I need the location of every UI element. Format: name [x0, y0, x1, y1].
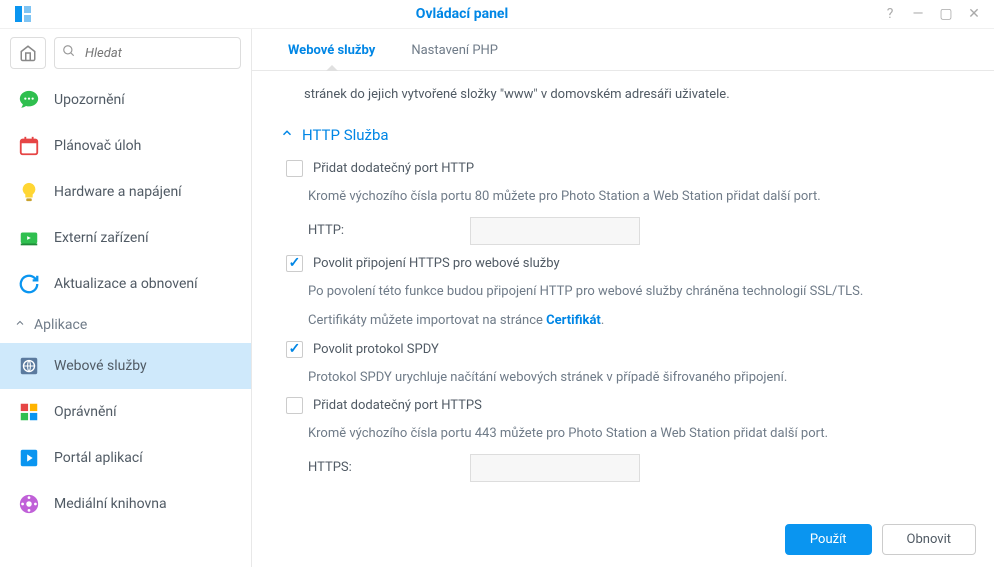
sidebar-item-notifications[interactable]: Upozornění	[0, 77, 251, 123]
checkbox-http-port[interactable]	[286, 160, 303, 177]
checkbox-label: Přidat dodatečný port HTTP	[313, 161, 474, 176]
sidebar-section-label: Aplikace	[34, 317, 87, 333]
portal-icon	[18, 447, 40, 469]
window-title: Ovládací panel	[42, 6, 882, 22]
certificate-link[interactable]: Certifikát	[546, 313, 601, 328]
https-port-input[interactable]	[470, 454, 640, 482]
sidebar-item-label: Upozornění	[54, 92, 125, 108]
device-icon	[18, 227, 40, 249]
reset-button[interactable]: Obnovit	[882, 524, 976, 555]
https-field-label: HTTPS:	[308, 460, 454, 475]
search-icon	[62, 44, 76, 62]
apply-button[interactable]: Použít	[785, 524, 872, 555]
media-icon	[18, 493, 40, 515]
bulb-icon	[18, 181, 40, 203]
checkbox-label: Povolit připojení HTTPS pro webové služb…	[313, 256, 560, 271]
https-port-desc: Kromě výchozího čísla portu 443 můžete p…	[308, 424, 966, 444]
search-input[interactable]	[54, 37, 241, 69]
checkbox-https-port[interactable]	[286, 397, 303, 414]
calendar-icon	[18, 135, 40, 157]
sidebar-item-permissions[interactable]: Oprávnění	[0, 389, 251, 435]
sidebar-item-update[interactable]: Aktualizace a obnovení	[0, 261, 251, 307]
http-port-desc: Kromě výchozího čísla portu 80 můžete pr…	[308, 187, 966, 207]
tab-web-services[interactable]: Webové služby	[270, 29, 393, 70]
content-area: Webové služby Nastavení PHP stránek do j…	[252, 29, 994, 567]
app-icon	[12, 3, 34, 25]
checkbox-label: Přidat dodatečný port HTTPS	[313, 398, 482, 413]
sidebar-item-scheduler[interactable]: Plánovač úloh	[0, 123, 251, 169]
speech-bubble-icon	[18, 89, 40, 111]
tab-php-settings[interactable]: Nastavení PHP	[393, 29, 516, 70]
http-field-label: HTTP:	[308, 223, 454, 238]
footer-buttons: Použít Obnovit	[785, 524, 976, 555]
sidebar-item-media-library[interactable]: Mediální knihovna	[0, 481, 251, 527]
http-port-input[interactable]	[470, 217, 640, 245]
chevron-up-icon	[14, 317, 26, 333]
sidebar-item-label: Oprávnění	[54, 404, 117, 420]
grid-icon	[18, 401, 40, 423]
sidebar-item-web-services[interactable]: Webové služby	[0, 343, 251, 389]
sidebar-item-label: Externí zařízení	[54, 230, 149, 246]
checkbox-label: Povolit protokol SPDY	[313, 342, 439, 357]
settings-panel: stránek do jejich vytvořené složky "www"…	[252, 71, 994, 567]
https-desc1: Po povolení této funkce budou připojení …	[308, 282, 966, 302]
maximize-button[interactable]: ▢	[938, 6, 954, 22]
sidebar-item-label: Webové služby	[54, 358, 147, 374]
chevron-up-icon	[280, 126, 294, 144]
sidebar-item-label: Plánovač úloh	[54, 138, 141, 154]
sidebar-section-apps[interactable]: Aplikace	[0, 307, 251, 343]
spdy-desc: Protokol SPDY urychluje načítání webovýc…	[308, 368, 966, 388]
home-button[interactable]	[10, 37, 46, 69]
tabbar: Webové služby Nastavení PHP	[252, 29, 994, 71]
checkbox-https-enable[interactable]	[286, 255, 303, 272]
intro-text: stránek do jejich vytvořené složky "www"…	[280, 87, 966, 102]
section-title: HTTP Služba	[302, 126, 389, 144]
help-button[interactable]: ?	[882, 6, 898, 22]
minimize-button[interactable]: —	[910, 6, 926, 22]
section-http-service[interactable]: HTTP Služba	[280, 126, 966, 144]
sidebar-item-label: Aktualizace a obnovení	[54, 276, 198, 292]
web-icon	[18, 355, 40, 377]
sidebar-item-hardware[interactable]: Hardware a napájení	[0, 169, 251, 215]
sidebar-item-label: Hardware a napájení	[54, 184, 182, 200]
sidebar-item-label: Portál aplikací	[54, 450, 143, 466]
sidebar: Upozornění Plánovač úloh Hardware a napá…	[0, 29, 252, 567]
checkbox-spdy[interactable]	[286, 341, 303, 358]
sidebar-item-app-portal[interactable]: Portál aplikací	[0, 435, 251, 481]
sidebar-item-external[interactable]: Externí zařízení	[0, 215, 251, 261]
sidebar-item-label: Mediální knihovna	[54, 496, 167, 512]
titlebar: Ovládací panel ? — ▢ ✕	[0, 0, 994, 29]
close-button[interactable]: ✕	[966, 6, 982, 22]
refresh-icon	[18, 273, 40, 295]
https-desc2: Certifikáty můžete importovat na stránce…	[308, 311, 966, 331]
